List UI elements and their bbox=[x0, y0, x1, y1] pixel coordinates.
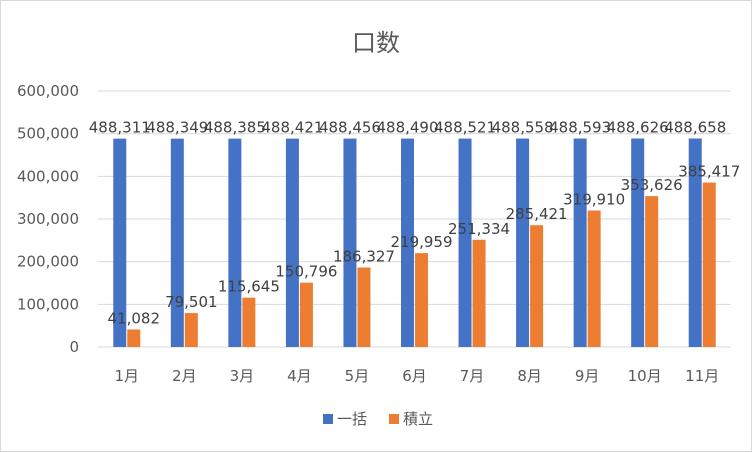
y-tick-label: 0 bbox=[69, 338, 79, 356]
data-label: 488,311 bbox=[89, 119, 151, 137]
legend-label: 一括 bbox=[337, 410, 367, 428]
data-label: 385,417 bbox=[678, 163, 740, 181]
bar-積立-10月 bbox=[645, 196, 659, 347]
y-axis-ticks: 0 100,000 200,000 300,000 400,000 500,000 600,… bbox=[17, 82, 79, 356]
data-label: 319,910 bbox=[563, 191, 625, 209]
y-tick-label: 500,000 bbox=[17, 125, 79, 143]
x-tick-label: 7月 bbox=[460, 367, 485, 385]
y-tick-label: 100,000 bbox=[17, 295, 79, 313]
x-tick-label: 2月 bbox=[172, 367, 197, 385]
data-label: 488,593 bbox=[549, 119, 611, 137]
x-tick-label: 5月 bbox=[345, 367, 370, 385]
bar-積立-4月 bbox=[299, 282, 313, 347]
bar-一括-7月 bbox=[458, 138, 472, 347]
x-tick-label: 11月 bbox=[685, 367, 719, 385]
data-label: 115,645 bbox=[218, 278, 280, 296]
bar-積立-2月 bbox=[184, 313, 198, 347]
y-tick-label: 600,000 bbox=[17, 82, 79, 100]
x-tick-label: 9月 bbox=[575, 367, 600, 385]
bars bbox=[113, 138, 716, 347]
bar-一括-2月 bbox=[170, 138, 184, 347]
data-label: 488,558 bbox=[492, 119, 554, 137]
x-axis-ticks: 1月 2月 3月 4月 5月 6月 7月 8月 9月 10月 11月 bbox=[114, 367, 719, 385]
y-tick-label: 300,000 bbox=[17, 210, 79, 228]
data-label: 79,501 bbox=[165, 293, 218, 311]
y-tick-label: 200,000 bbox=[17, 253, 79, 271]
bar-一括-5月 bbox=[343, 138, 357, 347]
bar-積立-7月 bbox=[472, 239, 486, 347]
data-label: 488,349 bbox=[146, 119, 208, 137]
data-label: 285,421 bbox=[506, 205, 568, 223]
x-tick-label: 10月 bbox=[628, 367, 662, 385]
bar-積立-1月 bbox=[127, 329, 141, 347]
legend-label: 積立 bbox=[403, 410, 433, 428]
bar-一括-8月 bbox=[516, 138, 530, 347]
y-tick-label: 400,000 bbox=[17, 167, 79, 185]
legend-swatch bbox=[389, 414, 399, 424]
data-label: 219,959 bbox=[390, 233, 452, 251]
bar-一括-10月 bbox=[631, 138, 645, 347]
legend-swatch bbox=[323, 414, 333, 424]
data-label: 488,385 bbox=[204, 119, 266, 137]
bar-積立-8月 bbox=[530, 225, 544, 347]
data-label: 353,626 bbox=[621, 176, 683, 194]
x-tick-label: 8月 bbox=[517, 367, 542, 385]
bar-一括-1月 bbox=[113, 138, 127, 347]
bar-積立-5月 bbox=[357, 267, 371, 347]
bar-一括-6月 bbox=[401, 138, 414, 347]
data-label: 251,334 bbox=[448, 220, 510, 238]
bar-一括-11月 bbox=[688, 138, 702, 347]
bar-積立-3月 bbox=[242, 297, 256, 347]
x-tick-label: 3月 bbox=[230, 367, 255, 385]
bar-一括-9月 bbox=[573, 138, 587, 347]
data-label: 488,456 bbox=[319, 119, 381, 137]
data-label: 186,327 bbox=[333, 248, 395, 266]
data-label: 41,082 bbox=[108, 309, 161, 327]
data-label: 488,421 bbox=[261, 119, 323, 137]
chart-title: 口数 bbox=[352, 29, 400, 57]
data-label: 488,490 bbox=[376, 119, 438, 137]
x-tick-label: 1月 bbox=[114, 367, 139, 385]
bar-積立-9月 bbox=[587, 210, 601, 347]
x-tick-label: 6月 bbox=[402, 367, 427, 385]
legend: 一括 積立 bbox=[323, 410, 433, 428]
data-label: 150,796 bbox=[275, 263, 337, 281]
bar-一括-4月 bbox=[285, 138, 299, 347]
bar-一括-3月 bbox=[228, 138, 242, 347]
data-label: 488,521 bbox=[434, 119, 496, 137]
bar-積立-11月 bbox=[702, 182, 716, 347]
bar-積立-6月 bbox=[415, 253, 428, 347]
data-label: 488,658 bbox=[664, 119, 726, 137]
data-label: 488,626 bbox=[607, 119, 669, 137]
data-labels: 488,311 41,082 488,349 79,501 488,385 115,645… bbox=[89, 119, 740, 328]
gridlines bbox=[98, 90, 731, 348]
x-tick-label: 4月 bbox=[287, 367, 312, 385]
